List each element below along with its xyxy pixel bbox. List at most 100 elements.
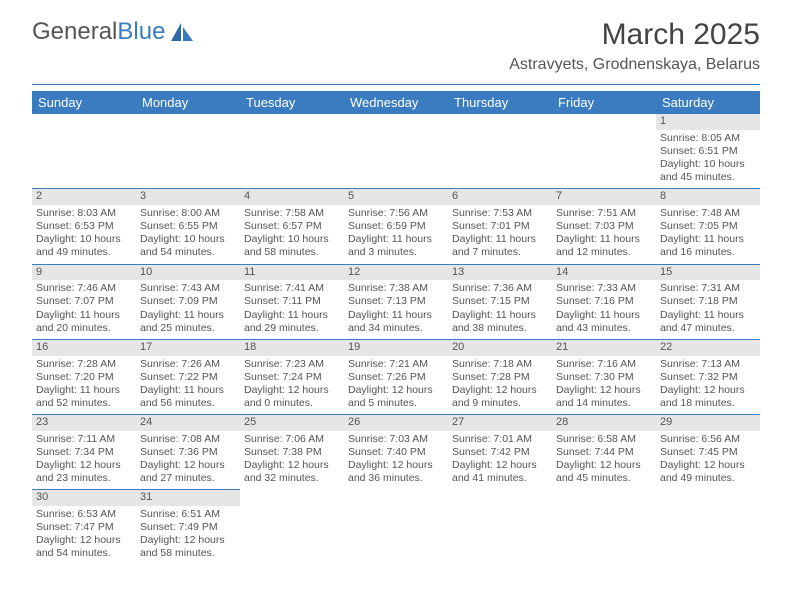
day-d1: Daylight: 10 hours <box>660 158 756 171</box>
day-header: Thursday <box>448 91 552 114</box>
day-sunset: Sunset: 7:44 PM <box>556 446 652 459</box>
day-d1: Daylight: 11 hours <box>244 309 340 322</box>
day-d2: and 52 minutes. <box>36 397 132 410</box>
calendar-cell: 12Sunrise: 7:38 AMSunset: 7:13 PMDayligh… <box>344 264 448 339</box>
day-sunset: Sunset: 7:42 PM <box>452 446 548 459</box>
day-number: 3 <box>136 189 240 205</box>
day-number: 12 <box>344 265 448 281</box>
day-d1: Daylight: 12 hours <box>348 459 444 472</box>
calendar-cell <box>552 114 656 189</box>
day-sunrise: Sunrise: 7:56 AM <box>348 207 444 220</box>
day-d1: Daylight: 12 hours <box>452 459 548 472</box>
day-sunrise: Sunrise: 7:01 AM <box>452 433 548 446</box>
day-d1: Daylight: 11 hours <box>140 309 236 322</box>
day-header: Saturday <box>656 91 760 114</box>
calendar-body: 1Sunrise: 8:05 AMSunset: 6:51 PMDaylight… <box>32 114 760 565</box>
day-d1: Daylight: 12 hours <box>244 459 340 472</box>
day-d2: and 56 minutes. <box>140 397 236 410</box>
day-sunset: Sunset: 6:53 PM <box>36 220 132 233</box>
day-number: 28 <box>552 415 656 431</box>
day-sunrise: Sunrise: 6:58 AM <box>556 433 652 446</box>
day-sunrise: Sunrise: 7:03 AM <box>348 433 444 446</box>
day-sunrise: Sunrise: 7:31 AM <box>660 282 756 295</box>
title-rule <box>32 84 760 85</box>
day-sunset: Sunset: 7:01 PM <box>452 220 548 233</box>
day-number: 1 <box>656 114 760 130</box>
day-number: 4 <box>240 189 344 205</box>
calendar-cell: 9Sunrise: 7:46 AMSunset: 7:07 PMDaylight… <box>32 264 136 339</box>
day-d2: and 41 minutes. <box>452 472 548 485</box>
day-sunset: Sunset: 7:28 PM <box>452 371 548 384</box>
day-sunrise: Sunrise: 7:51 AM <box>556 207 652 220</box>
day-sunset: Sunset: 7:49 PM <box>140 521 236 534</box>
day-d2: and 7 minutes. <box>452 246 548 259</box>
day-sunrise: Sunrise: 6:56 AM <box>660 433 756 446</box>
day-number: 30 <box>32 490 136 506</box>
day-sunrise: Sunrise: 8:03 AM <box>36 207 132 220</box>
day-number: 5 <box>344 189 448 205</box>
day-sunset: Sunset: 6:51 PM <box>660 145 756 158</box>
day-number: 27 <box>448 415 552 431</box>
calendar-row: 9Sunrise: 7:46 AMSunset: 7:07 PMDaylight… <box>32 264 760 339</box>
day-number: 23 <box>32 415 136 431</box>
calendar-row: 30Sunrise: 6:53 AMSunset: 7:47 PMDayligh… <box>32 490 760 565</box>
day-d1: Daylight: 10 hours <box>36 233 132 246</box>
calendar-cell: 7Sunrise: 7:51 AMSunset: 7:03 PMDaylight… <box>552 189 656 264</box>
day-d2: and 14 minutes. <box>556 397 652 410</box>
calendar-cell <box>32 114 136 189</box>
day-d2: and 45 minutes. <box>556 472 652 485</box>
day-d2: and 16 minutes. <box>660 246 756 259</box>
day-sunset: Sunset: 7:13 PM <box>348 295 444 308</box>
day-number: 11 <box>240 265 344 281</box>
day-d2: and 25 minutes. <box>140 322 236 335</box>
day-sunrise: Sunrise: 8:05 AM <box>660 132 756 145</box>
calendar-cell: 24Sunrise: 7:08 AMSunset: 7:36 PMDayligh… <box>136 415 240 490</box>
calendar-cell: 16Sunrise: 7:28 AMSunset: 7:20 PMDayligh… <box>32 339 136 414</box>
day-number: 16 <box>32 340 136 356</box>
day-sunset: Sunset: 7:26 PM <box>348 371 444 384</box>
day-sunrise: Sunrise: 6:53 AM <box>36 508 132 521</box>
day-number: 7 <box>552 189 656 205</box>
header: GeneralBlue March 2025 Astravyets, Grodn… <box>0 0 792 80</box>
calendar-cell <box>448 114 552 189</box>
day-sunset: Sunset: 7:15 PM <box>452 295 548 308</box>
day-sunrise: Sunrise: 7:11 AM <box>36 433 132 446</box>
calendar-cell: 10Sunrise: 7:43 AMSunset: 7:09 PMDayligh… <box>136 264 240 339</box>
day-number: 22 <box>656 340 760 356</box>
day-header: Wednesday <box>344 91 448 114</box>
day-d2: and 58 minutes. <box>140 547 236 560</box>
calendar-cell: 30Sunrise: 6:53 AMSunset: 7:47 PMDayligh… <box>32 490 136 565</box>
calendar-cell: 17Sunrise: 7:26 AMSunset: 7:22 PMDayligh… <box>136 339 240 414</box>
day-d1: Daylight: 11 hours <box>660 309 756 322</box>
day-d1: Daylight: 12 hours <box>36 534 132 547</box>
day-d1: Daylight: 11 hours <box>36 309 132 322</box>
day-d2: and 23 minutes. <box>36 472 132 485</box>
day-d2: and 54 minutes. <box>36 547 132 560</box>
day-number: 29 <box>656 415 760 431</box>
day-sunset: Sunset: 7:11 PM <box>244 295 340 308</box>
day-sunrise: Sunrise: 7:08 AM <box>140 433 236 446</box>
day-d2: and 47 minutes. <box>660 322 756 335</box>
calendar-cell: 23Sunrise: 7:11 AMSunset: 7:34 PMDayligh… <box>32 415 136 490</box>
day-sunrise: Sunrise: 7:28 AM <box>36 358 132 371</box>
day-d1: Daylight: 12 hours <box>36 459 132 472</box>
sail-icon <box>169 21 195 43</box>
calendar-cell: 13Sunrise: 7:36 AMSunset: 7:15 PMDayligh… <box>448 264 552 339</box>
day-number: 20 <box>448 340 552 356</box>
day-d1: Daylight: 12 hours <box>556 384 652 397</box>
day-sunset: Sunset: 6:55 PM <box>140 220 236 233</box>
day-d1: Daylight: 11 hours <box>660 233 756 246</box>
day-d1: Daylight: 10 hours <box>244 233 340 246</box>
day-d1: Daylight: 12 hours <box>140 459 236 472</box>
day-d2: and 5 minutes. <box>348 397 444 410</box>
day-d1: Daylight: 12 hours <box>660 384 756 397</box>
day-header-row: Sunday Monday Tuesday Wednesday Thursday… <box>32 91 760 114</box>
day-sunset: Sunset: 7:20 PM <box>36 371 132 384</box>
day-number: 15 <box>656 265 760 281</box>
calendar-cell <box>344 490 448 565</box>
calendar-table: Sunday Monday Tuesday Wednesday Thursday… <box>32 91 760 565</box>
day-d1: Daylight: 11 hours <box>348 233 444 246</box>
day-sunrise: Sunrise: 7:43 AM <box>140 282 236 295</box>
brand-text-2: Blue <box>117 18 165 46</box>
day-d2: and 0 minutes. <box>244 397 340 410</box>
